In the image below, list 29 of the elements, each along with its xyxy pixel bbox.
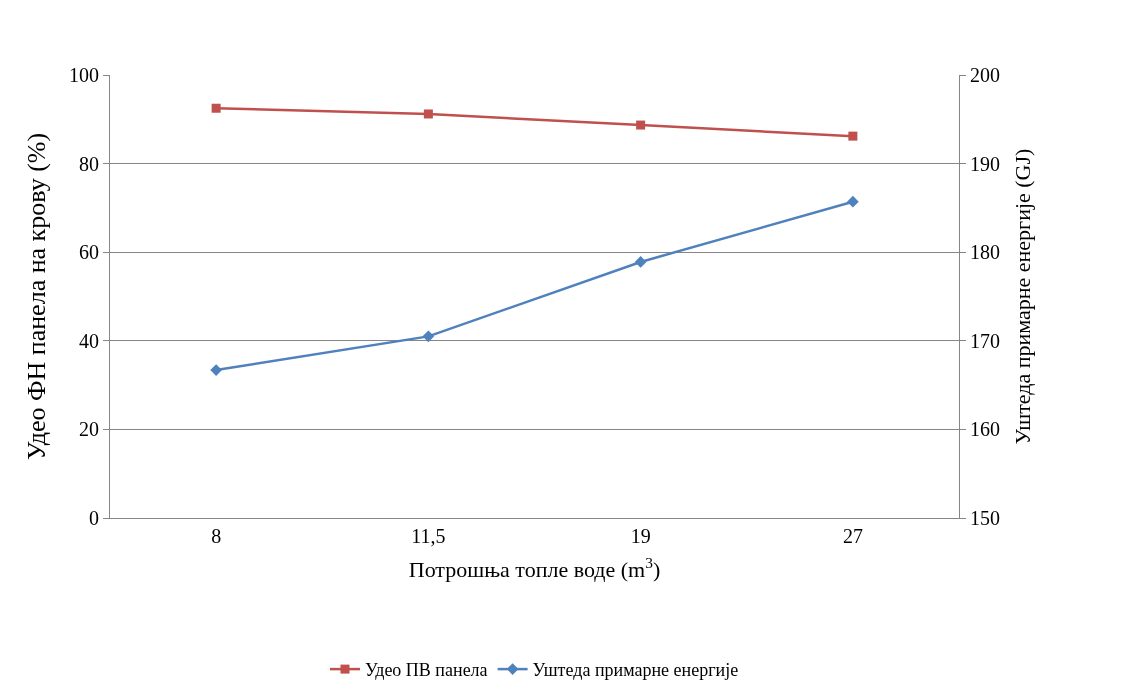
y2-tick-label: 170 [970, 329, 1000, 352]
y2-tick-label: 160 [970, 418, 1000, 441]
point [423, 109, 433, 119]
x-tick-label: 27 [842, 525, 863, 547]
point [847, 195, 859, 208]
y-tick-label: 20 [79, 418, 99, 441]
y2-tick-label: 200 [970, 64, 1000, 86]
y2-tick-label: 190 [970, 152, 1000, 175]
x-axis-title: Потрошња топле воде (m$^{3}$) [408, 553, 661, 582]
y2-tick-label: 180 [970, 241, 1000, 264]
x-tick-label: 11,5 [411, 525, 446, 547]
y-tick-label: 60 [79, 241, 99, 264]
point [211, 103, 221, 113]
point [210, 364, 222, 376]
y-axis-title: Удео ФН панела на крову (%) [22, 132, 52, 461]
point [422, 330, 435, 343]
legend-label: Уштеда примарне енергије [532, 660, 739, 681]
y2-axis-title: Уштеда примарне енергије (GJ) [1009, 148, 1035, 445]
y-tick-label: 100 [69, 64, 99, 86]
point [634, 256, 647, 268]
x-tick-label: 19 [630, 525, 651, 547]
legend-label: Удео ПВ панела [365, 660, 488, 681]
y-tick-label: 0 [89, 507, 99, 529]
x-tick-label: 8 [211, 525, 222, 547]
point [636, 120, 646, 130]
y-tick-label: 40 [79, 329, 99, 352]
y-tick-label: 80 [79, 152, 99, 175]
y2-tick-label: 150 [970, 507, 1000, 529]
point [848, 131, 858, 141]
